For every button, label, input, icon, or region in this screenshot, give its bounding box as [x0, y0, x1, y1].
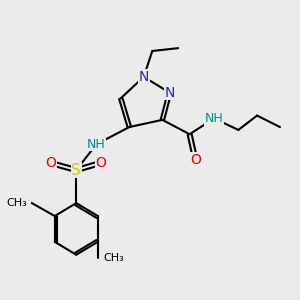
- Text: NH: NH: [87, 138, 106, 151]
- Text: CH₃: CH₃: [103, 253, 124, 262]
- Text: NH: NH: [205, 112, 224, 125]
- Text: N: N: [164, 85, 175, 100]
- Text: O: O: [190, 153, 201, 167]
- Text: O: O: [45, 156, 56, 170]
- Text: S: S: [71, 163, 81, 178]
- Text: O: O: [95, 156, 106, 170]
- Text: N: N: [139, 70, 149, 84]
- Text: CH₃: CH₃: [6, 198, 27, 208]
